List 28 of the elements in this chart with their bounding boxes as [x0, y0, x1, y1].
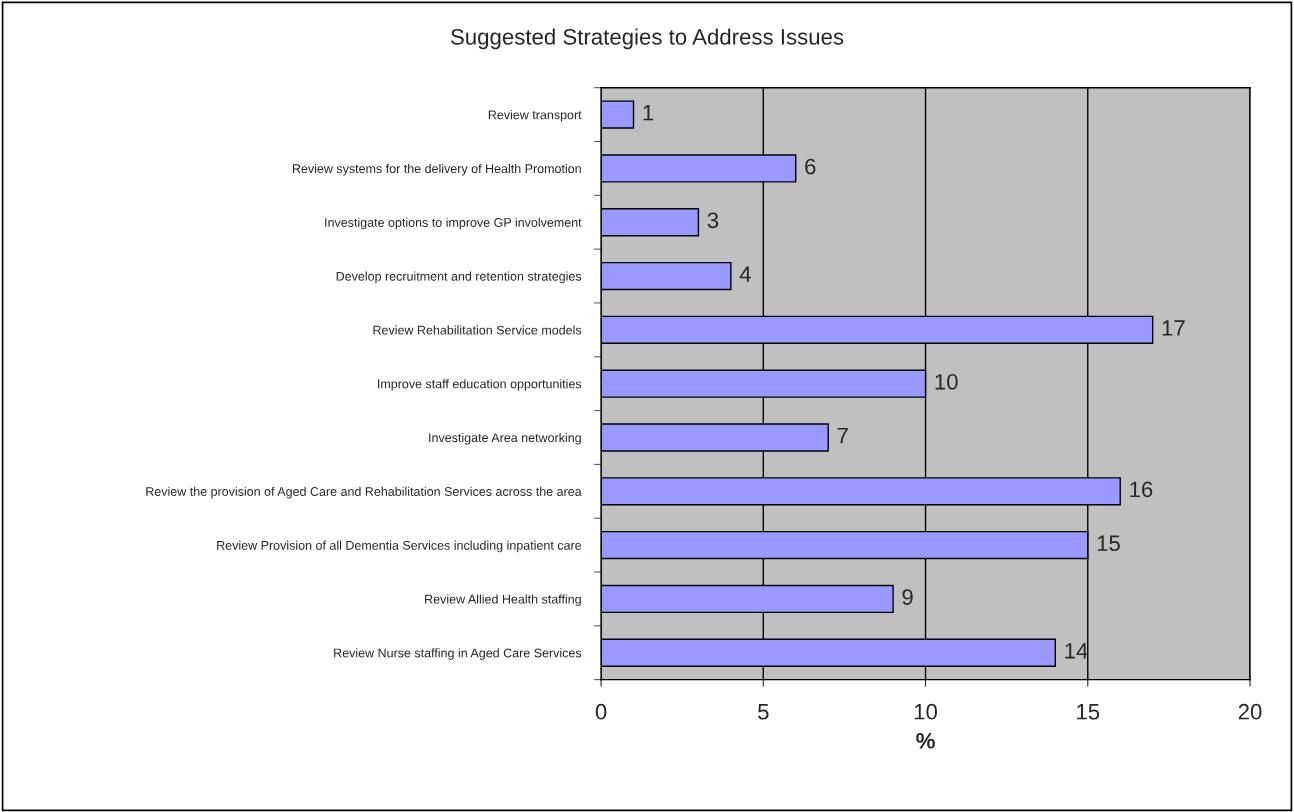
data-label: 17: [1162, 320, 1185, 336]
chart-title: Suggested Strategies to Address Issues: [450, 28, 844, 50]
data-label: 4: [739, 266, 751, 282]
data-label: 1: [643, 105, 654, 121]
y-tick-label: Review Provision of all Dementia Services including inpatient care: [217, 540, 582, 553]
y-tick-label: Review Rehabilitation Service models: [373, 325, 582, 335]
y-tick-label: Review the provision of Aged Care and Rehabilitation Services across the area: [146, 486, 582, 499]
y-tick-label: Improve staff education opportunities: [378, 379, 582, 391]
data-label: 9: [902, 589, 913, 605]
y-tick-label: Review Allied Health staffing: [425, 594, 581, 607]
data-label: 16: [1130, 481, 1153, 498]
data-label: 6: [805, 158, 816, 175]
y-tick-label: Investigate Area networking: [429, 432, 581, 445]
y-tick-label: Develop recruitment and retention strategies: [336, 271, 582, 284]
data-label: 10: [935, 373, 958, 390]
y-tick-label: Review systems for the delivery of Health Promotion: [292, 163, 581, 176]
data-label: 7: [837, 427, 848, 444]
data-label: 15: [1097, 535, 1120, 552]
x-tick-label: 0: [595, 703, 607, 720]
y-tick-label: Investigate options to improve GP involvement: [325, 217, 582, 230]
x-tick-label: 20: [1238, 703, 1262, 720]
x-axis-title: %: [916, 732, 935, 749]
x-tick-label: 5: [758, 704, 769, 720]
data-label: 3: [707, 212, 719, 229]
x-tick-label: 15: [1077, 704, 1100, 720]
x-tick-label: 10: [914, 703, 938, 720]
y-tick-label: Review Nurse staffing in Aged Care Services: [334, 648, 582, 660]
y-tick-label: Review transport: [488, 110, 582, 122]
